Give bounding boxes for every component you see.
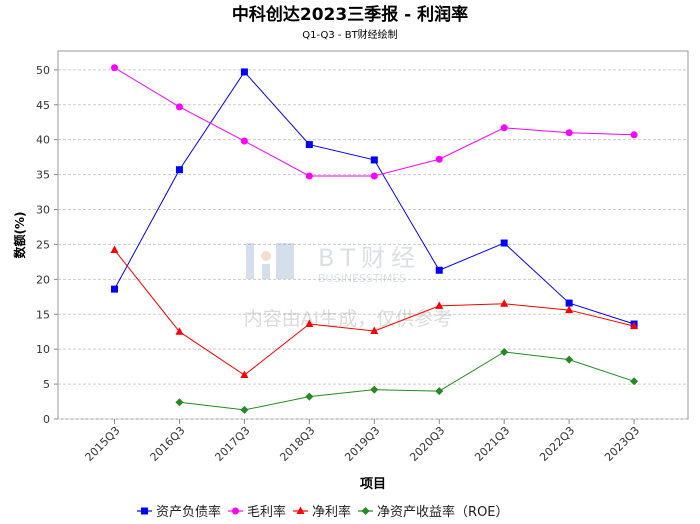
- data-point: [305, 141, 313, 149]
- x-tick-label: 2018Q3: [277, 424, 317, 464]
- data-point: [435, 155, 443, 163]
- legend-marker: [232, 507, 240, 515]
- data-point: [175, 166, 183, 174]
- y-tick-label: 50: [36, 64, 50, 77]
- x-tick-label: 2021Q3: [472, 424, 512, 464]
- x-tick-label: 2016Q3: [148, 424, 188, 464]
- x-tick-label: 2017Q3: [212, 424, 252, 464]
- legend-item: 毛利率: [228, 504, 286, 520]
- data-point: [370, 385, 379, 394]
- x-tick-label: 2020Q3: [407, 424, 447, 464]
- data-point: [435, 387, 444, 396]
- legend-item: 净资产收益率（ROE）: [358, 504, 509, 520]
- plot-area: [57, 50, 689, 420]
- data-point: [370, 326, 379, 335]
- data-point: [630, 131, 638, 139]
- legend-label: 净利率: [312, 504, 351, 520]
- y-tick-label: 30: [36, 204, 50, 217]
- y-tick-label: 15: [36, 308, 50, 321]
- y-tick-label: 5: [43, 378, 50, 391]
- legend-marker: [361, 507, 370, 515]
- y-tick-label: 40: [36, 134, 50, 147]
- legend-marker: [296, 506, 305, 514]
- data-point: [240, 68, 248, 76]
- data-point: [240, 137, 248, 145]
- x-tick-label: 2023Q3: [602, 424, 642, 464]
- data-point: [305, 392, 314, 401]
- y-tick-label: 20: [36, 273, 50, 286]
- y-tick-label: 35: [36, 169, 50, 182]
- data-point: [240, 405, 249, 414]
- chart-subtitle: Q1-Q3 - BT财经绘制: [302, 28, 397, 41]
- data-point: [565, 355, 574, 364]
- watermark-brand-en: BUSINESSTIMES: [318, 272, 406, 285]
- watermark-brand: BT财经: [318, 244, 421, 272]
- data-point: [565, 299, 573, 307]
- legend-label: 资产负债率: [156, 504, 221, 520]
- data-point: [110, 245, 119, 254]
- data-point: [435, 266, 443, 274]
- legend-label: 净资产收益率（ROE）: [377, 504, 508, 520]
- data-point: [630, 321, 639, 330]
- data-point: [630, 377, 639, 386]
- x-tick-label: 2015Q3: [83, 424, 123, 464]
- series-3: [175, 347, 639, 414]
- data-point: [111, 64, 119, 72]
- series-line: [179, 351, 635, 411]
- data-point: [500, 299, 509, 307]
- data-point: [370, 156, 378, 164]
- legend-marker: [141, 507, 148, 515]
- data-point: [565, 305, 574, 314]
- y-tick-label: 25: [36, 238, 50, 251]
- y-tick-label: 10: [36, 343, 50, 356]
- x-tick-label: 2022Q3: [537, 424, 577, 464]
- data-point: [240, 370, 249, 379]
- y-tick-label: 0: [43, 413, 50, 426]
- data-point: [175, 327, 184, 335]
- data-point: [175, 103, 183, 111]
- watermark-notice: 内容由AI生成，仅供参考: [244, 308, 453, 330]
- x-axis-label: 项目: [360, 477, 386, 492]
- series-1: [111, 64, 638, 180]
- data-point: [435, 301, 444, 309]
- x-tick-label: 2019Q3: [342, 424, 382, 464]
- legend-label: 毛利率: [247, 504, 286, 520]
- legend-item: 资产负债率: [137, 504, 221, 520]
- data-point: [500, 347, 509, 356]
- data-point: [370, 172, 378, 180]
- data-point: [500, 124, 508, 132]
- y-axis-label: 数额(%): [12, 212, 27, 259]
- y-tick-label: 45: [36, 99, 50, 112]
- data-point: [565, 129, 573, 137]
- data-point: [111, 285, 119, 293]
- data-point: [305, 172, 313, 180]
- data-point: [500, 239, 508, 247]
- data-point: [175, 398, 184, 407]
- legend-item: 净利率: [293, 504, 351, 520]
- series-2: [110, 245, 639, 379]
- watermark: BT财经 BUSINESSTIMES 内容由AI生成，仅供参考: [244, 243, 453, 330]
- data-point: [305, 319, 314, 328]
- chart-title: 中科创达2023三季报 - 利润率: [232, 4, 468, 25]
